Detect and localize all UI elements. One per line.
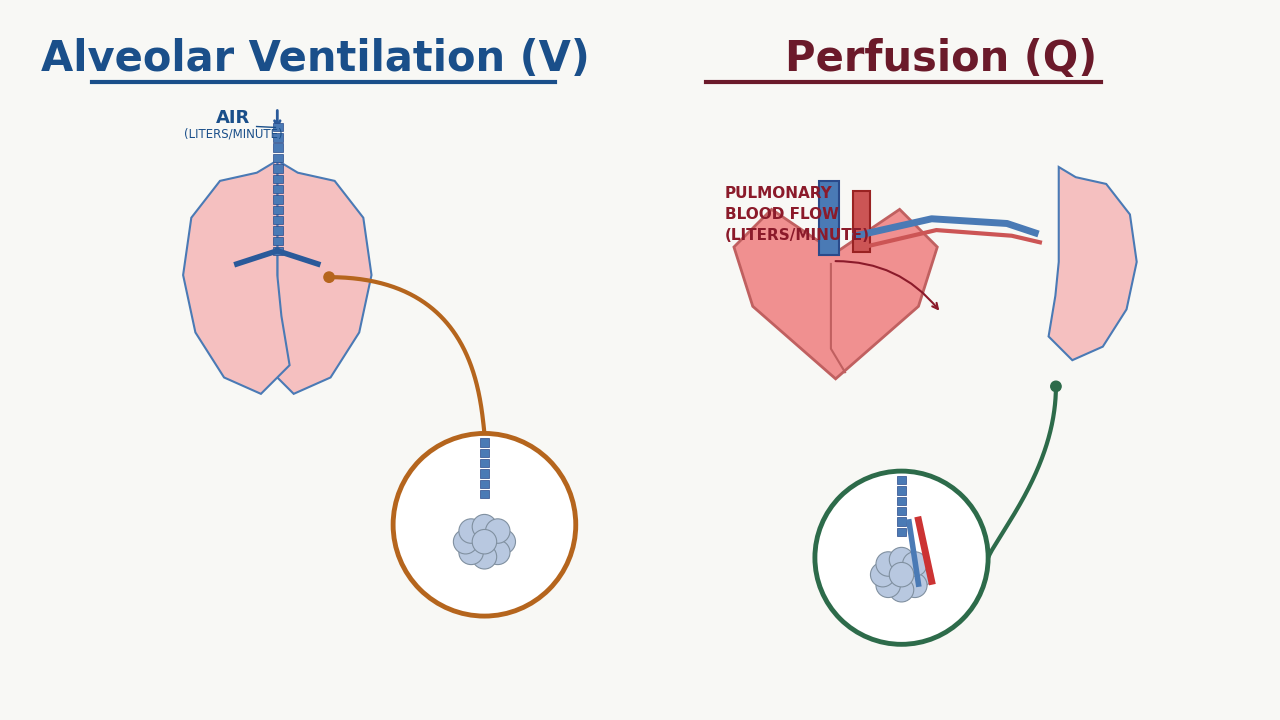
Bar [480, 449, 489, 457]
Bar [897, 486, 906, 495]
Circle shape [902, 573, 927, 598]
Polygon shape [733, 210, 937, 379]
Circle shape [890, 562, 914, 587]
Bar [480, 480, 489, 488]
Bar [273, 195, 283, 204]
Text: Alveolar Ventilation (V): Alveolar Ventilation (V) [41, 37, 589, 80]
Circle shape [324, 272, 334, 282]
Text: (LITERS/MINUTE): (LITERS/MINUTE) [184, 127, 283, 140]
Circle shape [876, 552, 900, 576]
Polygon shape [265, 161, 371, 394]
Circle shape [472, 544, 497, 569]
Text: Perfusion (Q): Perfusion (Q) [785, 37, 1097, 80]
Circle shape [485, 519, 509, 544]
Bar [480, 459, 489, 467]
Bar [273, 143, 283, 152]
Text: AIR: AIR [216, 109, 250, 127]
Circle shape [902, 552, 927, 576]
Bar [273, 216, 283, 225]
Circle shape [472, 514, 497, 539]
Bar [852, 191, 869, 252]
Bar [480, 438, 489, 446]
Circle shape [908, 562, 933, 587]
Bar [273, 174, 283, 183]
Bar [273, 154, 283, 162]
Circle shape [460, 519, 484, 544]
Bar [273, 247, 283, 256]
Circle shape [890, 547, 914, 572]
Bar [480, 490, 489, 498]
Circle shape [460, 540, 484, 564]
Bar [273, 122, 283, 131]
Circle shape [472, 529, 497, 554]
Bar [273, 133, 283, 142]
Bar [480, 469, 489, 477]
Polygon shape [1048, 167, 1137, 360]
Bar [897, 507, 906, 516]
Bar [273, 164, 283, 173]
Circle shape [870, 562, 895, 587]
Bar [273, 185, 283, 194]
Circle shape [1051, 381, 1061, 392]
Bar [273, 237, 283, 245]
Circle shape [393, 433, 576, 616]
Bar [897, 476, 906, 485]
Circle shape [815, 471, 988, 644]
Bar [273, 226, 283, 235]
Circle shape [876, 573, 900, 598]
Circle shape [890, 577, 914, 602]
Bar [273, 206, 283, 214]
Bar [897, 528, 906, 536]
Circle shape [492, 529, 516, 554]
Text: PULMONARY
BLOOD FLOW
(LITERS/MINUTE): PULMONARY BLOOD FLOW (LITERS/MINUTE) [724, 186, 869, 243]
Bar [897, 497, 906, 505]
Circle shape [485, 540, 509, 564]
Bar [897, 517, 906, 526]
Polygon shape [183, 161, 289, 394]
Bar [819, 181, 840, 255]
Circle shape [453, 529, 477, 554]
